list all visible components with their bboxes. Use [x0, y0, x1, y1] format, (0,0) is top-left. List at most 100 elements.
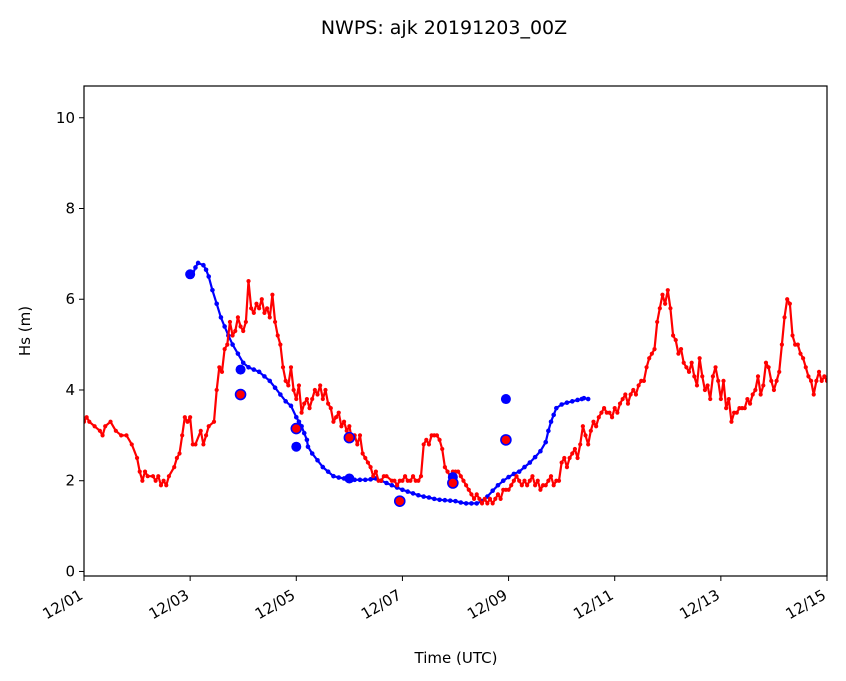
observation-point — [533, 483, 538, 488]
observation-point — [514, 474, 519, 479]
observation-point — [344, 428, 349, 433]
observation-point — [456, 469, 461, 474]
forecast-point — [206, 274, 212, 279]
observation-point — [580, 424, 585, 429]
observation-point — [474, 492, 479, 497]
observation-point — [92, 424, 97, 429]
observation-point — [713, 365, 718, 370]
observation-point — [570, 451, 575, 456]
forecast-point — [246, 364, 251, 370]
observation-point — [161, 478, 166, 483]
observation-point — [418, 474, 424, 479]
observation-point — [766, 365, 771, 370]
forecast-point — [214, 301, 219, 307]
observation-point — [222, 347, 227, 352]
x-tick-label: 12/07 — [358, 586, 404, 623]
observation-point — [272, 319, 278, 325]
observation-point — [628, 392, 633, 397]
x-axis-label: Time (UTC) — [414, 649, 498, 667]
forecast-point — [304, 437, 310, 443]
observation-point — [225, 342, 230, 347]
observation-point — [487, 496, 493, 501]
observation-point — [742, 406, 747, 411]
observation-point — [153, 478, 158, 483]
forecast-point — [389, 482, 395, 488]
observation-point — [251, 310, 256, 315]
forecast-point — [453, 498, 458, 504]
observation-point — [294, 396, 299, 402]
observation-point — [174, 455, 179, 461]
observation-point — [400, 478, 405, 483]
observation-point — [641, 378, 647, 384]
observation-point — [150, 474, 156, 479]
observation-point — [841, 379, 845, 383]
observation-point — [177, 451, 182, 456]
observation-point — [694, 383, 700, 388]
forecast-point — [426, 495, 432, 500]
observation-point — [620, 396, 625, 402]
observation-point — [238, 324, 243, 329]
forecast-highlight-marker — [291, 441, 302, 452]
forecast-point — [222, 324, 227, 329]
forecast-point — [532, 454, 538, 460]
forecast-point — [458, 500, 464, 505]
observation-point — [668, 306, 673, 311]
observation-point — [371, 474, 376, 479]
observation-point — [357, 433, 363, 438]
observation-point — [830, 397, 834, 401]
observation-point — [134, 455, 140, 461]
x-tick-label: 12/13 — [676, 586, 722, 623]
forecast-point — [575, 397, 580, 403]
observation-point — [676, 351, 681, 356]
forecast-point — [283, 399, 288, 404]
observation-point — [185, 419, 190, 424]
observation-point — [795, 342, 800, 347]
observation-point — [729, 419, 734, 424]
observation-point — [217, 365, 222, 370]
observation-point — [97, 428, 103, 433]
observation-point — [633, 392, 639, 397]
observation-point — [119, 433, 124, 438]
forecast-point — [203, 267, 209, 273]
forecast-point — [416, 492, 421, 498]
observation-point — [718, 396, 723, 402]
forecast-point — [272, 385, 278, 391]
observation-point — [543, 483, 548, 488]
observation-point — [243, 319, 248, 325]
observation-point — [230, 333, 235, 338]
forecast-point — [218, 315, 224, 320]
observation-point — [779, 342, 784, 347]
observation-point — [440, 446, 445, 452]
observation-point — [142, 469, 148, 474]
observation-point — [801, 356, 806, 361]
observation-point — [469, 492, 474, 497]
observation-point — [482, 496, 487, 501]
observation-point — [769, 378, 774, 384]
y-tick-label: 0 — [65, 562, 75, 580]
forecast-highlight-marker — [185, 269, 196, 280]
observation-point — [288, 365, 294, 370]
observation-point — [774, 378, 779, 384]
observation-point — [517, 478, 522, 483]
observation-point — [373, 469, 378, 474]
forecast-point — [256, 369, 262, 375]
observation-highlight-marker — [393, 495, 406, 507]
observation-point — [660, 292, 665, 297]
observation-point — [320, 396, 325, 402]
observation-point — [798, 351, 803, 356]
forecast-point — [410, 491, 416, 496]
forecast-point — [331, 473, 336, 479]
observation-point — [684, 365, 689, 370]
observation-point — [509, 483, 514, 488]
observation-point — [602, 406, 607, 411]
observation-point — [649, 351, 654, 356]
forecast-point — [315, 458, 320, 463]
forecast-point — [296, 419, 302, 425]
observation-point — [790, 333, 795, 338]
forecast-point — [400, 487, 405, 493]
highlight-markers — [185, 269, 512, 507]
observation-point — [758, 392, 763, 397]
observation-point — [84, 415, 89, 420]
observation-point — [644, 365, 649, 370]
